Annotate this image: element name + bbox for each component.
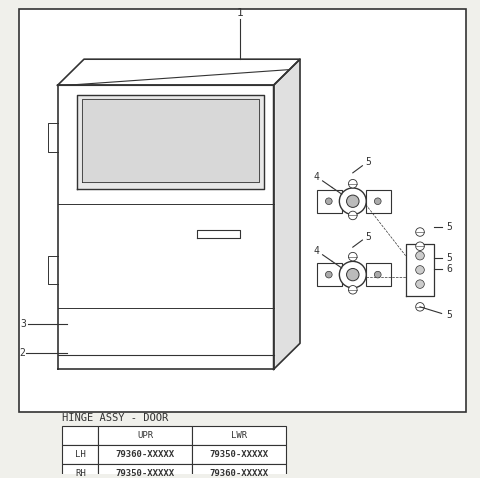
Bar [317,190,342,213]
Bar [192,445,286,464]
Circle shape [416,228,424,236]
Text: 5: 5 [366,232,372,242]
Circle shape [416,280,424,288]
Circle shape [348,179,357,188]
Circle shape [325,198,332,205]
Bar [62,426,98,445]
Bar [62,445,98,464]
Text: 2: 2 [19,348,25,358]
Polygon shape [274,59,300,369]
Bar [317,263,342,286]
Circle shape [339,188,366,215]
Polygon shape [406,244,434,296]
Circle shape [416,251,424,260]
Bar [192,426,286,445]
Circle shape [325,272,332,278]
Circle shape [348,252,357,261]
Bar [98,426,192,445]
Text: LH: LH [75,450,86,459]
Text: 5: 5 [446,310,452,320]
Circle shape [374,272,381,278]
Text: 3: 3 [20,319,26,329]
Circle shape [416,303,424,311]
Text: 4: 4 [314,172,320,182]
Text: 79350-XXXXX: 79350-XXXXX [116,469,175,478]
Circle shape [347,269,359,281]
Bar [19,10,466,412]
Text: 79360-XXXXX: 79360-XXXXX [209,469,268,478]
Polygon shape [58,85,274,369]
Text: 1: 1 [237,8,243,18]
Bar [192,464,286,478]
Bar [62,464,98,478]
Circle shape [339,261,366,288]
Circle shape [416,266,424,274]
Circle shape [416,242,424,250]
Text: 79360-XXXXX: 79360-XXXXX [116,450,175,459]
Circle shape [348,211,357,220]
Polygon shape [82,99,259,182]
Text: 5: 5 [446,253,452,263]
Text: UPR: UPR [137,431,153,440]
Polygon shape [77,95,264,189]
Bar [98,464,192,478]
Circle shape [374,198,381,205]
Text: HINGE ASSY - DOOR: HINGE ASSY - DOOR [62,413,168,423]
Text: 5: 5 [366,157,372,167]
Text: 6: 6 [446,264,452,274]
Bar [366,190,391,213]
Text: 79350-XXXXX: 79350-XXXXX [209,450,268,459]
Text: RH: RH [75,469,86,478]
Polygon shape [58,59,300,85]
Circle shape [347,195,359,207]
Circle shape [348,285,357,294]
Bar [98,445,192,464]
Text: 4: 4 [314,246,320,256]
Text: LWR: LWR [231,431,247,440]
Bar [366,263,391,286]
Text: 5: 5 [446,222,452,232]
